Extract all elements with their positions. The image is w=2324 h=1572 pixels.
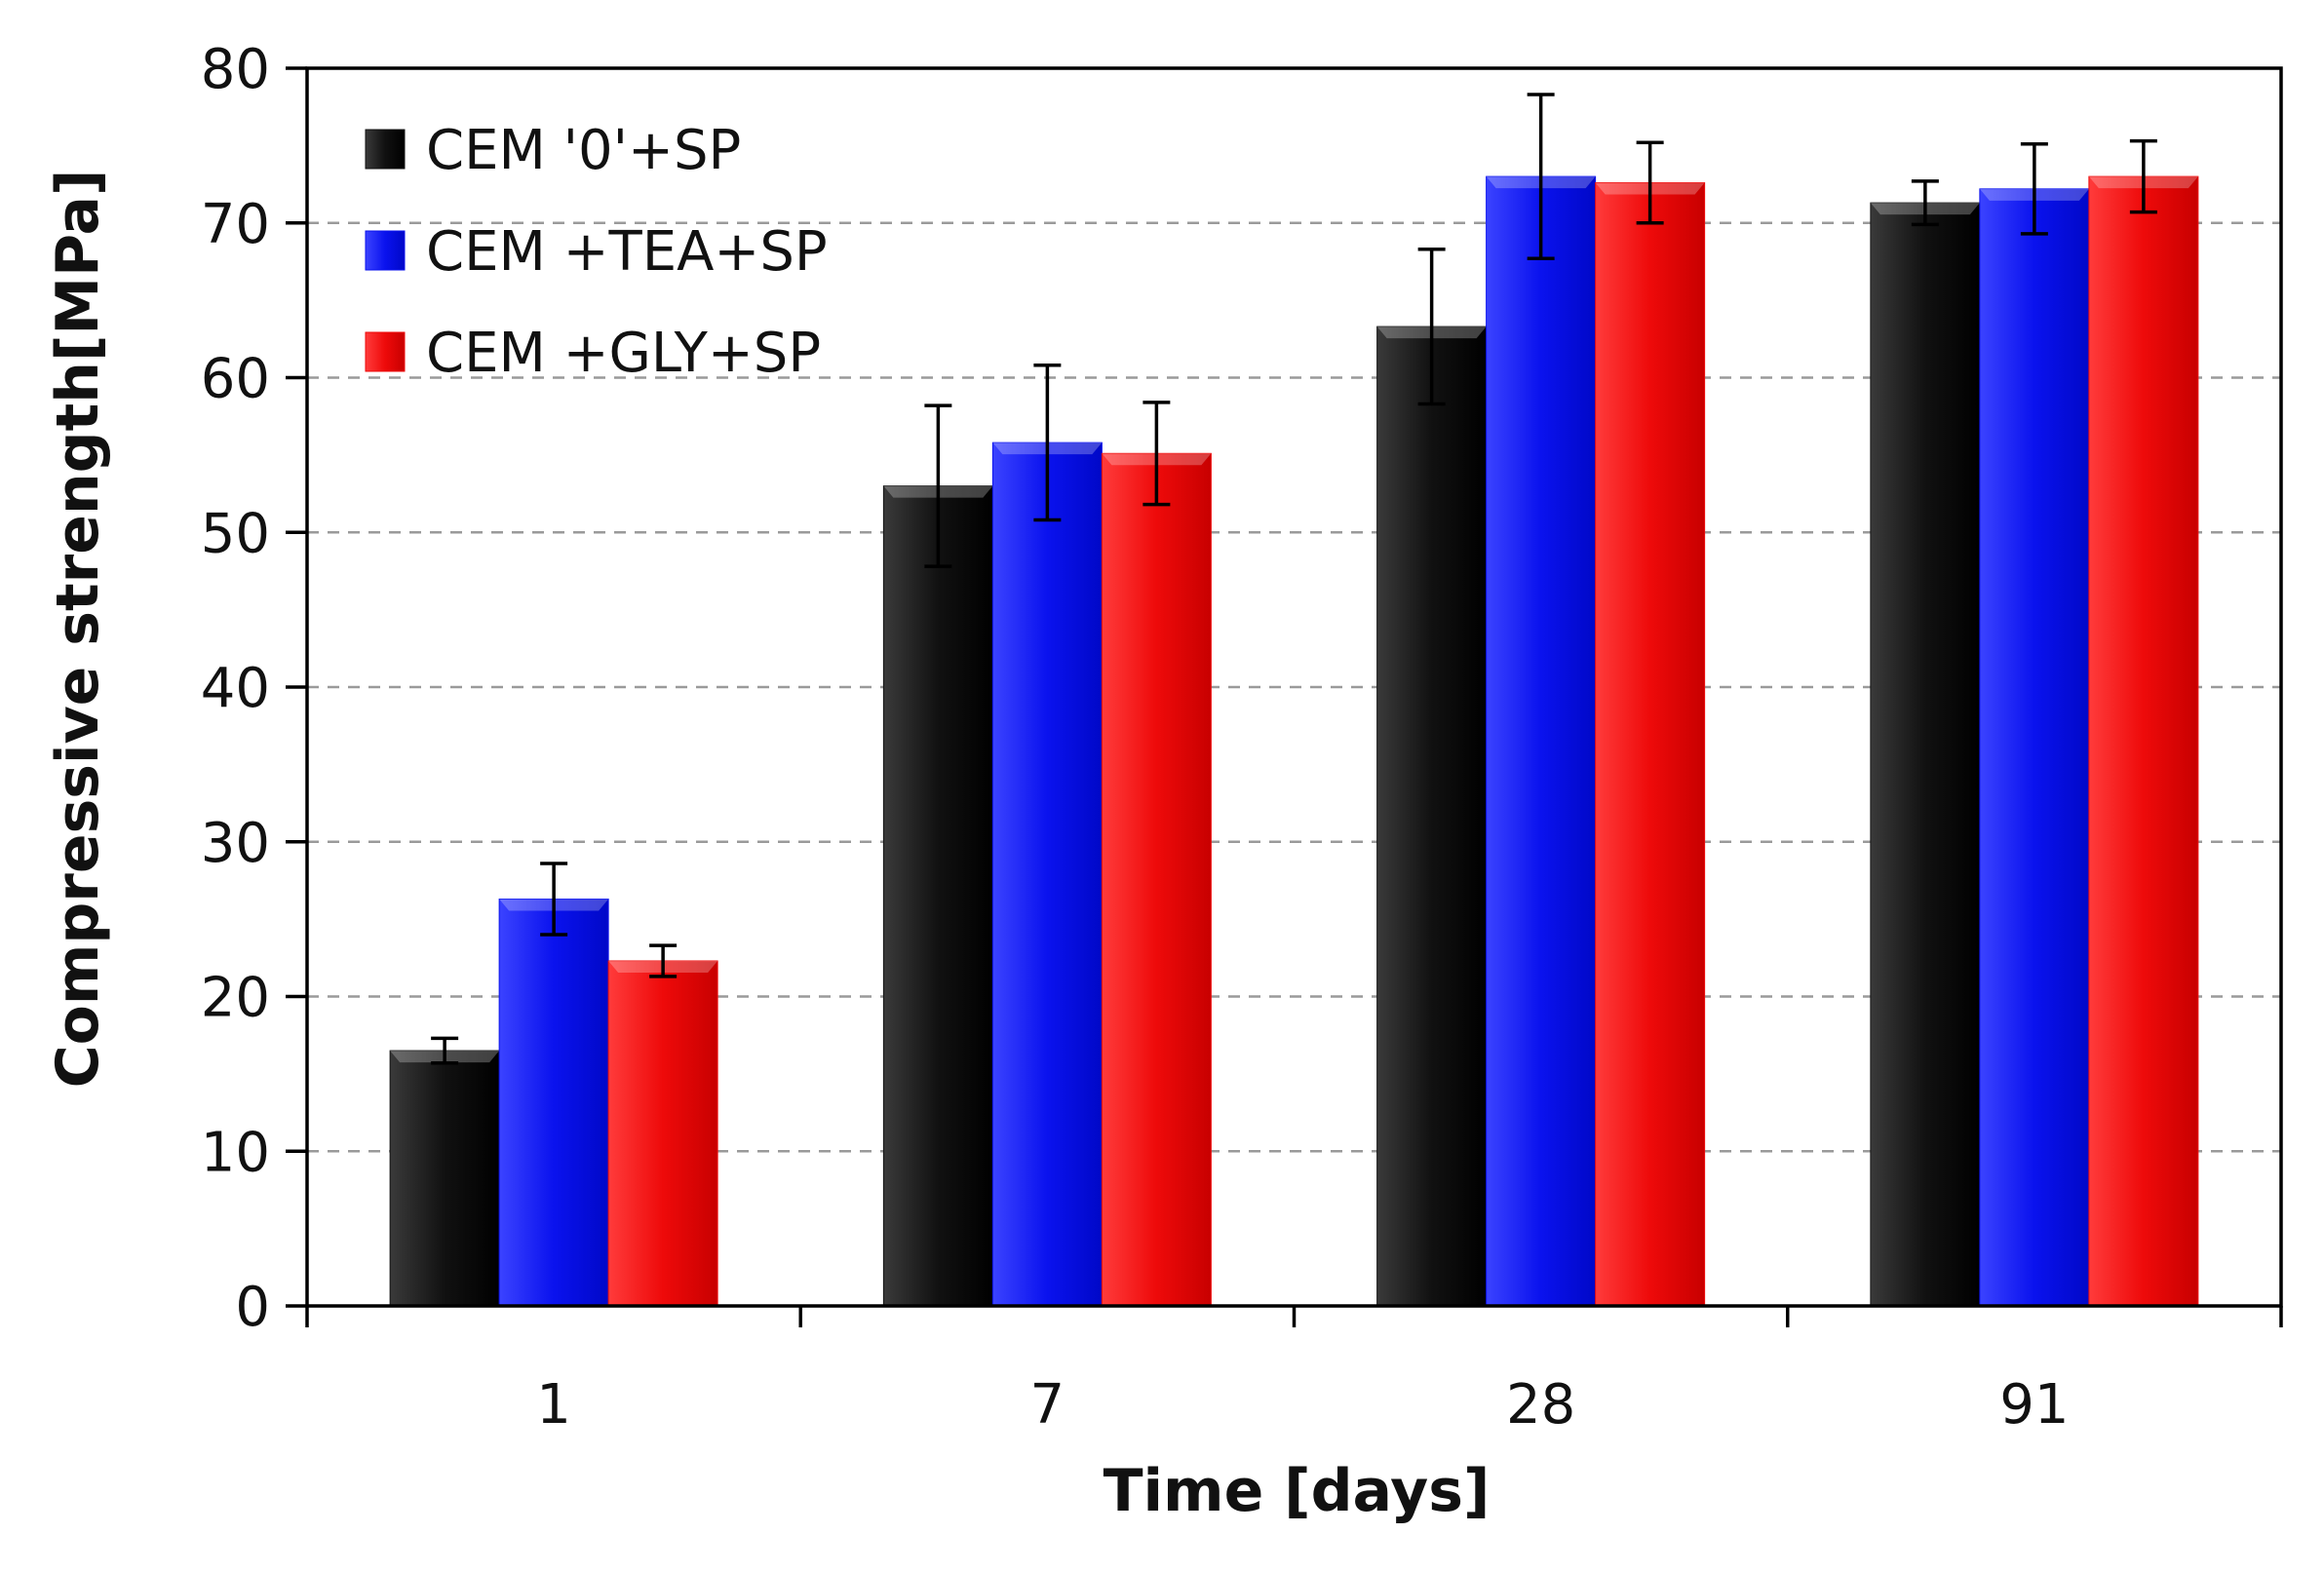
legend-label: CEM '0'+SP: [426, 119, 741, 182]
legend-label: CEM +GLY+SP: [426, 322, 821, 385]
bar: [607, 960, 718, 1307]
bar: [1979, 188, 2090, 1307]
y-tick-label: 30: [201, 812, 270, 875]
bar: [389, 1050, 500, 1307]
y-tick-label: 20: [201, 967, 270, 1030]
axes: [286, 66, 2283, 1327]
bar: [882, 485, 993, 1307]
y-tick-label: 50: [201, 502, 270, 565]
y-tick-label: 0: [235, 1276, 270, 1339]
bar: [1101, 452, 1212, 1307]
x-tick-label: 7: [1030, 1373, 1065, 1437]
x-axis-title: Time [days]: [1104, 1457, 1491, 1525]
legend-swatch: [365, 129, 406, 170]
bar: [1376, 326, 1488, 1307]
legend-swatch: [365, 331, 406, 372]
bar: [991, 441, 1103, 1307]
legend-label: CEM +TEA+SP: [426, 220, 828, 284]
x-tick-label: 91: [1999, 1373, 2069, 1437]
bars: [389, 175, 2199, 1307]
x-tick-label: 28: [1506, 1373, 1575, 1437]
tick-labels: 0 10 20 30 40 50 60 70 80 1 7 28 91: [201, 38, 2070, 1437]
bar: [2088, 175, 2199, 1307]
error-bars: [431, 93, 2157, 1065]
y-tick-label: 10: [201, 1121, 270, 1184]
y-tick-label: 40: [201, 657, 270, 720]
y-axis-title: Compressive strength[MPa]: [44, 170, 112, 1089]
bar: [498, 898, 609, 1307]
bar: [1870, 202, 1981, 1307]
bar: [1486, 175, 1597, 1307]
legend-swatch: [365, 230, 406, 271]
legend: CEM '0'+SP CEM +TEA+SP CEM +GLY+SP: [365, 119, 828, 385]
y-tick-label: 60: [201, 348, 270, 411]
y-tick-label: 70: [201, 193, 270, 256]
bar: [1595, 181, 1706, 1307]
x-tick-label: 1: [536, 1373, 571, 1437]
y-tick-label: 80: [201, 38, 270, 101]
